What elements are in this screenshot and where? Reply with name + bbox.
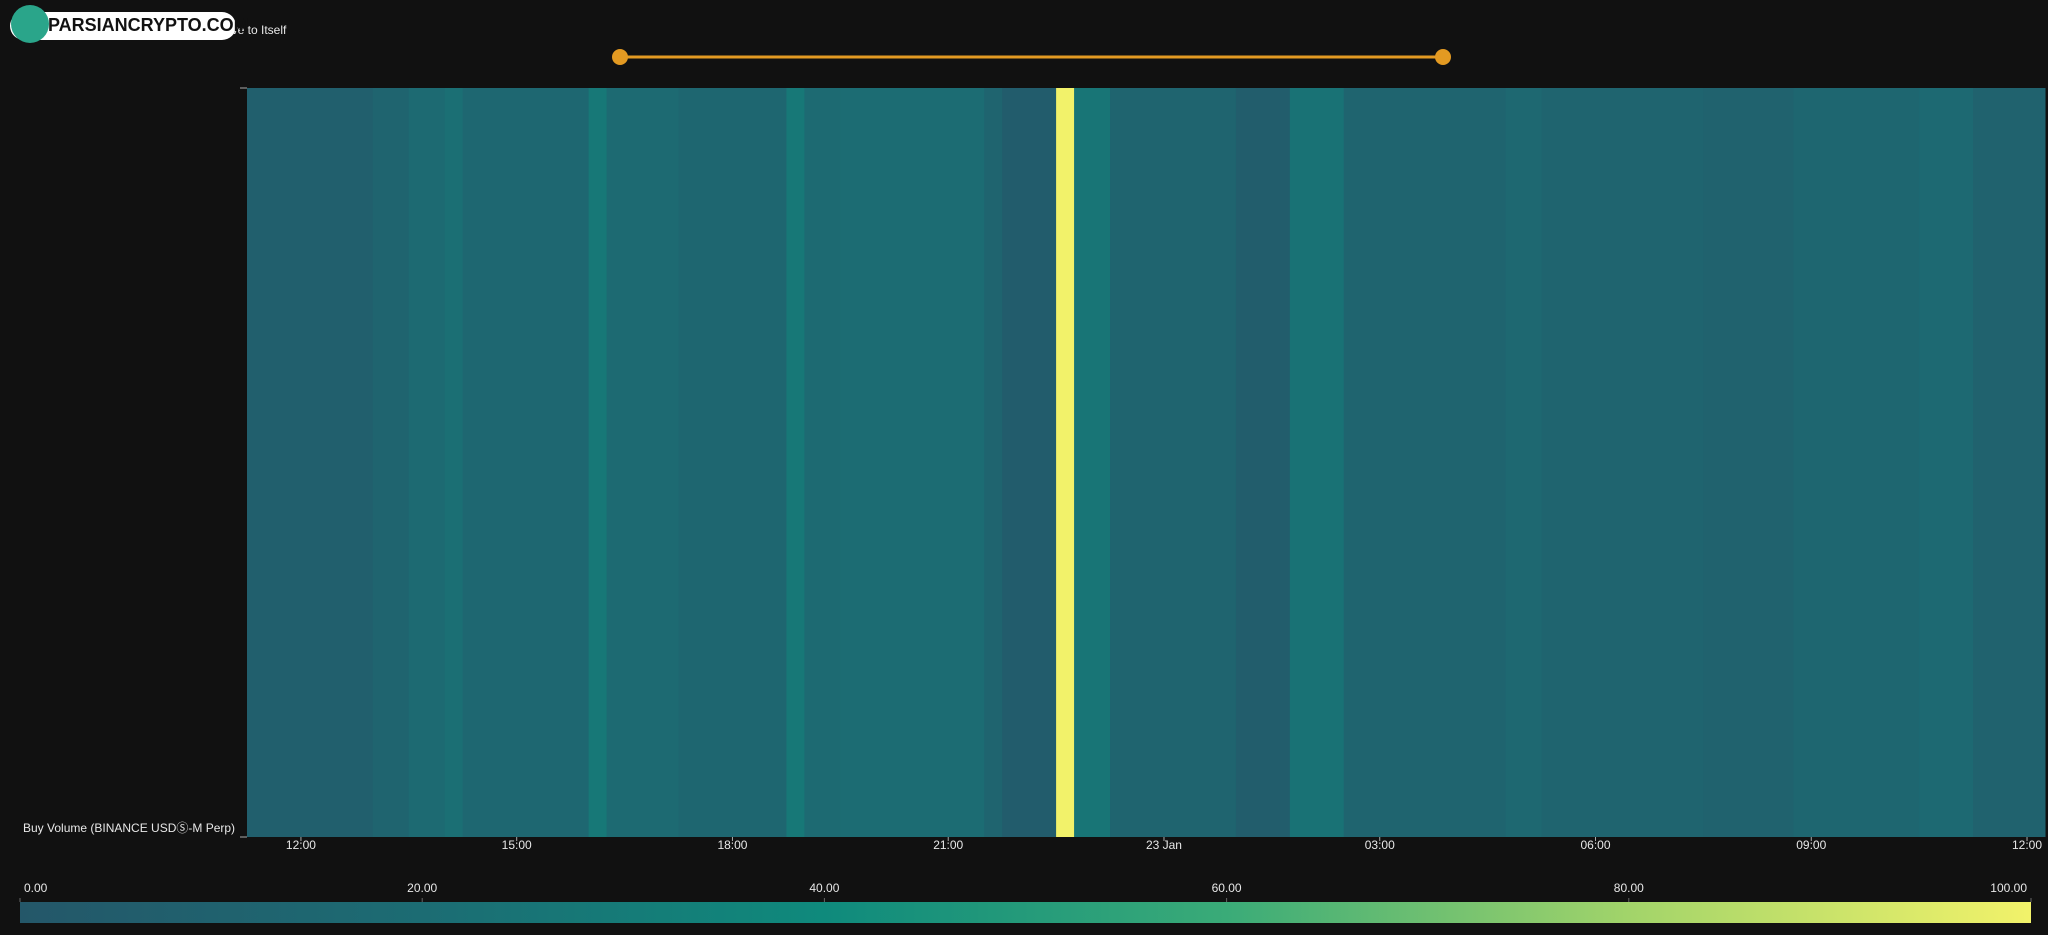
x-tick-label: 09:00	[1796, 838, 1826, 852]
heat-cell	[444, 88, 464, 837]
heat-cell	[462, 88, 590, 837]
slider-handle[interactable]	[1435, 49, 1451, 65]
x-tick-label: 15:00	[502, 838, 532, 852]
heat-cell	[1002, 88, 1057, 837]
heat-cell	[804, 88, 841, 837]
heat-cell	[1235, 88, 1291, 837]
colorbar-tick-label: 0.00	[24, 881, 48, 895]
heat-cell	[1289, 88, 1345, 837]
heat-cell	[1541, 88, 1704, 837]
chart-title: ive to Itself	[229, 23, 287, 37]
x-tick-label: 12:00	[286, 838, 316, 852]
colorbar-tick-label: 60.00	[1212, 881, 1242, 895]
colorbar-tick-label: 20.00	[407, 881, 437, 895]
colorbar-tick-label: 80.00	[1614, 881, 1644, 895]
range-slider[interactable]	[612, 49, 1451, 65]
heat-cell	[1074, 88, 1111, 837]
colorbar-tick-label: 40.00	[809, 881, 839, 895]
heat-cell	[984, 88, 1003, 837]
x-tick-label: 12:00	[2012, 838, 2042, 852]
heat-cell	[247, 88, 374, 837]
heat-cell	[1343, 88, 1507, 837]
heat-cell	[1919, 88, 1974, 837]
x-tick-label: 23 Jan	[1146, 838, 1182, 852]
colorbar-tick-label: 100.00	[1990, 881, 2027, 895]
x-tick-label: 18:00	[717, 838, 747, 852]
watermark-text: PARSIANCRYPTO.COM	[48, 15, 249, 35]
x-tick-label: 06:00	[1580, 838, 1610, 852]
heat-cell	[606, 88, 680, 837]
x-tick-label: 21:00	[933, 838, 963, 852]
heat-cell	[1056, 88, 1075, 837]
colorbar	[20, 902, 2031, 923]
heat-cell	[1505, 88, 1543, 837]
heat-cell	[840, 88, 985, 837]
heat-cell	[678, 88, 787, 837]
watermark-pill	[10, 12, 236, 40]
heat-cell	[588, 88, 608, 837]
heat-cell	[1110, 88, 1237, 837]
row-label: Buy Volume (BINANCE USDⓈ-M Perp)	[23, 821, 235, 835]
heat-cell	[786, 88, 805, 837]
heat-cell	[372, 88, 410, 837]
heat-cell	[1793, 88, 1920, 837]
x-tick-label: 03:00	[1365, 838, 1395, 852]
watermark: PARSIANCRYPTO.COM	[10, 5, 249, 43]
watermark-logo	[11, 5, 49, 43]
heat-cell	[1973, 88, 2046, 837]
heat-cell	[1703, 88, 1794, 837]
heat-cell	[408, 88, 446, 837]
slider-handle[interactable]	[612, 49, 628, 65]
